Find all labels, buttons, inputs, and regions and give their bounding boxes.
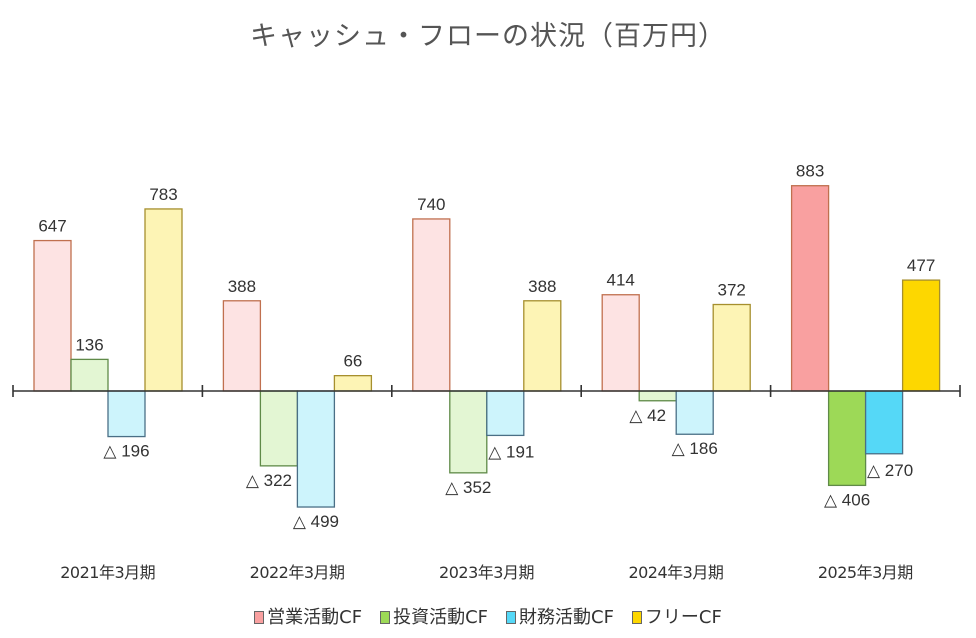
data-label: 783 (149, 185, 177, 204)
data-label: △ 322 (246, 471, 292, 490)
data-label: 136 (75, 335, 103, 354)
legend-item: 財務活動CF (506, 603, 614, 629)
legend-item: フリーCF (631, 603, 722, 629)
bar-chart: 647 136 △ 196 783 2021年3月期 388 △ 322 △ 499 66 202… (12, 162, 961, 582)
data-label: 372 (718, 281, 746, 300)
legend-label: 営業活動CF (267, 607, 363, 628)
legend-item: 営業活動CF (254, 603, 362, 629)
bar (827, 390, 867, 487)
data-label: △ 42 (629, 406, 666, 425)
category-label: 2024年3月期 (628, 563, 723, 582)
bar (712, 303, 751, 392)
bar (107, 390, 146, 438)
bar (638, 390, 677, 402)
legend-swatch (631, 611, 642, 624)
legend-swatch (506, 611, 516, 624)
category-label: 2023年3月期 (439, 563, 534, 582)
bar (790, 185, 830, 392)
bar (296, 390, 336, 508)
bar (675, 390, 714, 435)
data-label: △ 406 (824, 490, 870, 509)
data-label: 740 (417, 195, 445, 214)
data-label: △ 499 (293, 512, 339, 531)
bar (449, 390, 488, 474)
bar (523, 300, 562, 392)
bar (333, 375, 373, 392)
category-label: 2022年3月期 (250, 563, 345, 582)
legend-label: 投資活動CF (393, 607, 488, 628)
data-label: △ 270 (867, 461, 913, 480)
bar (486, 390, 525, 437)
chart-title: キャッシュ・フローの状況（百万円） (250, 21, 726, 52)
data-label: 647 (38, 217, 66, 236)
data-label: △ 352 (445, 478, 491, 497)
bar (901, 279, 941, 392)
data-label: 883 (796, 162, 824, 181)
bar (70, 358, 109, 392)
bar (144, 208, 183, 392)
bar (222, 300, 262, 392)
data-label: △ 191 (488, 442, 534, 461)
legend-label: フリーCF (644, 607, 722, 628)
data-label: △ 186 (672, 439, 718, 458)
data-label: 66 (343, 352, 362, 371)
legend-item: 投資活動CF (380, 603, 488, 629)
bar (601, 294, 640, 392)
data-label: 477 (907, 256, 935, 275)
category-label: 2021年3月期 (60, 563, 155, 582)
data-label: 414 (607, 271, 635, 290)
bar (412, 218, 451, 392)
data-label: 388 (528, 277, 556, 296)
legend: 営業活動CF 投資活動CF 財務活動CF フリーCF (0, 603, 976, 629)
category-label: 2025年3月期 (818, 563, 913, 582)
bar (259, 390, 299, 467)
bar (864, 390, 904, 455)
legend-label: 財務活動CF (519, 607, 614, 628)
legend-swatch (254, 611, 265, 624)
bar (33, 239, 72, 392)
data-label: △ 196 (103, 442, 149, 461)
data-label: 388 (228, 277, 256, 296)
legend-swatch (380, 611, 391, 624)
